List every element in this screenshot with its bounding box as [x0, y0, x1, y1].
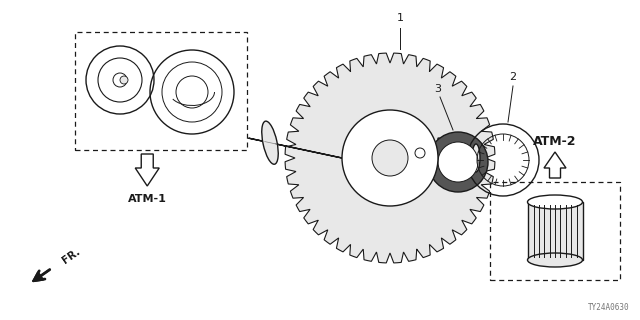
Text: 2: 2 — [509, 72, 516, 82]
Text: ATM-1: ATM-1 — [128, 194, 166, 204]
Ellipse shape — [472, 144, 480, 172]
Text: ATM-2: ATM-2 — [533, 135, 577, 148]
Circle shape — [415, 148, 425, 158]
Text: TY24A0630: TY24A0630 — [588, 303, 630, 312]
Text: 3: 3 — [435, 84, 442, 94]
Polygon shape — [248, 138, 373, 165]
Circle shape — [98, 58, 142, 102]
Bar — [75, 32, 247, 150]
Circle shape — [372, 140, 408, 176]
Circle shape — [120, 76, 128, 84]
Circle shape — [428, 132, 488, 192]
Text: 1: 1 — [397, 13, 403, 23]
Circle shape — [342, 110, 438, 206]
Text: FR.: FR. — [60, 247, 82, 266]
Ellipse shape — [262, 121, 278, 164]
Circle shape — [438, 142, 478, 182]
Ellipse shape — [527, 253, 582, 267]
Ellipse shape — [527, 195, 582, 209]
Bar — [527, 202, 582, 260]
Polygon shape — [285, 53, 495, 263]
Polygon shape — [438, 138, 476, 178]
Bar — [490, 182, 620, 280]
